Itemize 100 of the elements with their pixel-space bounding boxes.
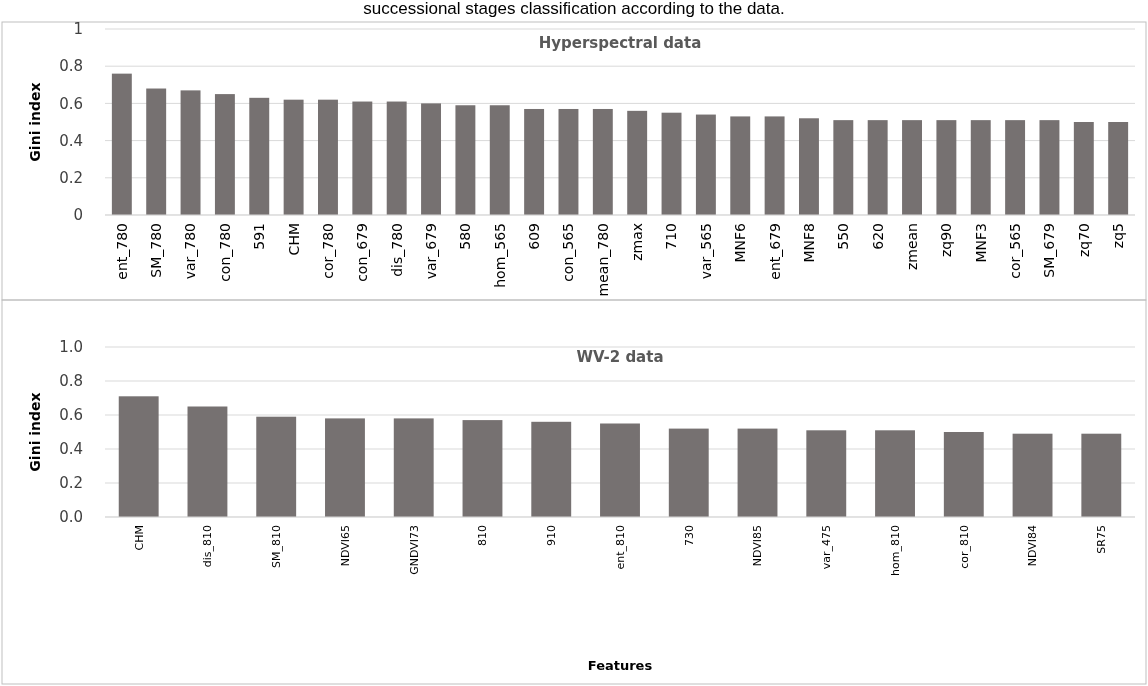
- bar: [695, 114, 716, 215]
- x-tick-label: 810: [476, 525, 490, 546]
- x-tick-label: ent_679: [766, 223, 783, 280]
- x-tick-label: 580: [457, 223, 474, 250]
- bar: [1039, 120, 1060, 215]
- bar: [833, 120, 854, 215]
- x-tick-label: var_780: [182, 223, 199, 280]
- x-tick-label: NDVI84: [1026, 525, 1040, 567]
- bar: [668, 428, 709, 517]
- bar: [867, 120, 888, 215]
- bar: [1012, 433, 1053, 517]
- y-tick-label: 1.0: [59, 338, 83, 357]
- x-tick-label: zq5: [1110, 223, 1127, 249]
- x-tick-label: con_679: [354, 223, 371, 282]
- bar: [462, 420, 503, 517]
- x-tick-label: var_565: [697, 223, 714, 280]
- x-tick-label: 591: [251, 223, 268, 250]
- bar: [256, 416, 297, 517]
- x-tick-label: MNF3: [972, 223, 989, 263]
- bar: [180, 90, 201, 215]
- y-tick-label: 1: [73, 20, 83, 39]
- y-axis-title: Gini index: [27, 392, 43, 472]
- bar: [558, 108, 579, 215]
- x-tick-label: CHM: [132, 525, 146, 551]
- bar: [421, 103, 441, 215]
- y-tick-label: 0.0: [59, 508, 83, 527]
- text: successional stages classification according to the data.: [363, 0, 785, 18]
- y-tick-label: 0.2: [59, 474, 83, 493]
- y-axis-title: Gini index: [27, 82, 43, 162]
- y-tick-label: 0.4: [59, 131, 83, 150]
- x-tick-label: zmax: [629, 223, 646, 261]
- x-tick-label: hom_565: [491, 223, 508, 288]
- bar: [524, 108, 545, 215]
- bar: [661, 112, 682, 215]
- x-tick-label: con_780: [216, 223, 233, 282]
- bar: [393, 418, 434, 517]
- y-tick-label: 0.6: [59, 406, 83, 425]
- x-tick-label: mean_780: [594, 223, 611, 297]
- bar: [970, 120, 991, 215]
- bar: [627, 110, 648, 215]
- x-tick-label: hom_810: [888, 525, 902, 576]
- x-tick-label: dis_810: [201, 525, 215, 568]
- bar: [1073, 122, 1094, 215]
- x-tick-label: cor_565: [1007, 223, 1023, 279]
- x-tick-label: var_475: [820, 525, 834, 570]
- bar: [1005, 120, 1026, 215]
- bar: [187, 406, 228, 517]
- bar: [318, 99, 338, 215]
- chart-title: WV-2 data: [576, 348, 664, 366]
- chart-title: Hyperspectral data: [538, 34, 702, 52]
- bar: [806, 430, 847, 517]
- x-tick-label: 710: [663, 223, 680, 250]
- x-tick-label: 730: [682, 525, 696, 546]
- bar: [146, 88, 167, 215]
- x-tick-label: ent_780: [113, 223, 130, 280]
- bar: [455, 105, 476, 215]
- x-tick-label: zq90: [938, 223, 955, 258]
- bar: [352, 101, 373, 215]
- bar: [902, 120, 922, 215]
- x-tick-label: 620: [869, 223, 886, 250]
- bar: [1108, 122, 1129, 215]
- bar: [386, 101, 407, 215]
- x-tick-label: 609: [526, 223, 543, 250]
- bar: [799, 118, 819, 215]
- x-tick-label: zq70: [1075, 223, 1092, 258]
- y-tick-label: 0.4: [59, 440, 83, 459]
- x-tick-label: cor_780: [319, 223, 336, 279]
- y-tick-label: 0.8: [59, 372, 83, 391]
- x-tick-label: GNDVI73: [407, 525, 421, 575]
- bar: [283, 99, 304, 215]
- bar: [764, 116, 785, 215]
- bar: [214, 94, 235, 215]
- x-tick-label: CHM: [285, 223, 302, 256]
- bar: [936, 120, 957, 215]
- x-tick-label: SM_679: [1041, 223, 1058, 278]
- x-tick-label: MNF6: [732, 222, 749, 263]
- x-tick-label: cor_810: [957, 525, 971, 569]
- x-tick-label: NDVI85: [751, 525, 765, 567]
- x-tick-label: ent_810: [613, 525, 627, 570]
- x-tick-label: SM_780: [148, 223, 165, 278]
- bar: [737, 428, 778, 517]
- bar: [600, 423, 640, 517]
- bar: [325, 418, 365, 517]
- bar: [111, 73, 132, 215]
- bar: [531, 421, 572, 517]
- y-tick-label: 0.6: [59, 94, 83, 113]
- x-tick-label: NDVI65: [338, 525, 352, 567]
- x-tick-label: SM_810: [270, 525, 284, 568]
- x-tick-label: zmean: [903, 223, 920, 271]
- x-tick-label: SR75: [1095, 525, 1109, 554]
- x-tick-label: 910: [545, 525, 559, 546]
- bar: [489, 105, 510, 215]
- x-tick-label: var_679: [422, 223, 439, 280]
- x-tick-label: con_565: [560, 223, 577, 282]
- y-tick-label: 0.8: [59, 57, 83, 76]
- y-tick-label: 0.2: [59, 169, 83, 188]
- bar: [730, 116, 751, 215]
- x-tick-label: 550: [835, 223, 852, 250]
- bar: [943, 432, 984, 517]
- y-tick-label: 0: [73, 206, 83, 225]
